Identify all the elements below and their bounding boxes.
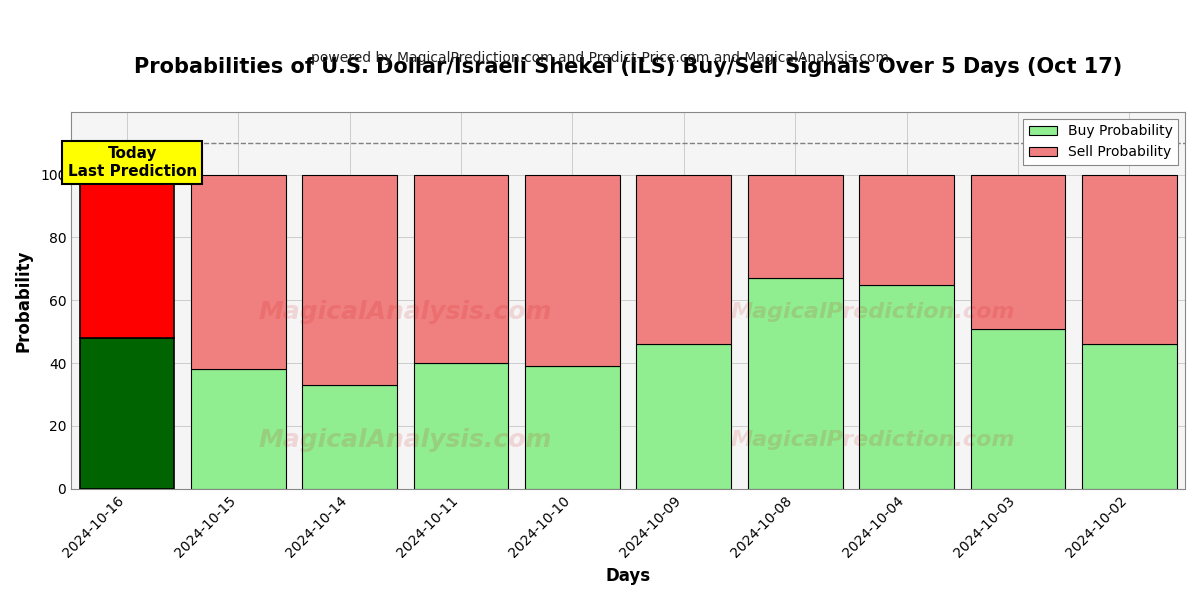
Bar xyxy=(636,344,731,488)
Bar xyxy=(859,284,954,488)
Y-axis label: Probability: Probability xyxy=(14,249,34,352)
Bar xyxy=(414,363,509,488)
Bar xyxy=(79,338,174,488)
Bar xyxy=(302,385,397,488)
Title: Probabilities of U.S. Dollar/Israeli Shekel (ILS) Buy/Sell Signals Over 5 Days (: Probabilities of U.S. Dollar/Israeli She… xyxy=(134,57,1122,77)
Bar xyxy=(414,175,509,363)
Text: MagicalPrediction.com: MagicalPrediction.com xyxy=(731,430,1015,449)
Bar xyxy=(971,329,1066,488)
X-axis label: Days: Days xyxy=(606,567,650,585)
Text: Today
Last Prediction: Today Last Prediction xyxy=(68,146,197,179)
Bar xyxy=(191,370,286,488)
Bar xyxy=(1082,175,1177,344)
Bar xyxy=(302,175,397,385)
Text: MagicalAnalysis.com: MagicalAnalysis.com xyxy=(259,299,552,323)
Text: MagicalAnalysis.com: MagicalAnalysis.com xyxy=(259,428,552,452)
Bar xyxy=(748,175,842,278)
Bar xyxy=(79,175,174,338)
Legend: Buy Probability, Sell Probability: Buy Probability, Sell Probability xyxy=(1024,119,1178,165)
Bar xyxy=(748,278,842,488)
Text: MagicalPrediction.com: MagicalPrediction.com xyxy=(731,302,1015,322)
Bar xyxy=(971,175,1066,329)
Bar xyxy=(526,175,619,366)
Bar xyxy=(526,366,619,488)
Bar xyxy=(636,175,731,344)
Bar xyxy=(1082,344,1177,488)
Bar xyxy=(191,175,286,370)
Text: powered by MagicalPrediction.com and Predict-Price.com and MagicalAnalysis.com: powered by MagicalPrediction.com and Pre… xyxy=(311,51,889,65)
Bar xyxy=(859,175,954,284)
